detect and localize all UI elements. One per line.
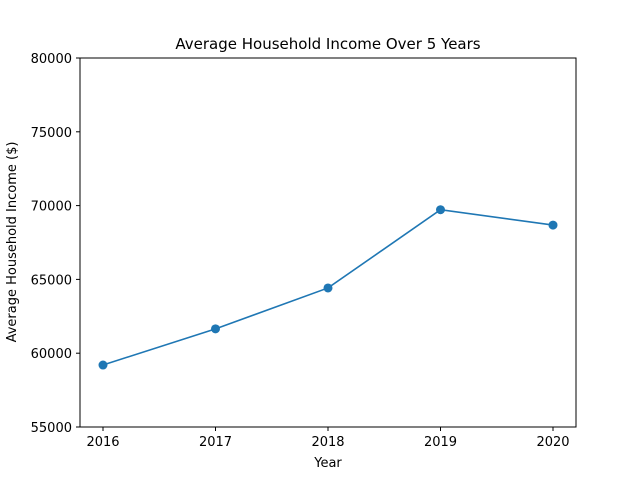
y-tick-label: 55000 bbox=[31, 421, 72, 436]
y-axis-label: Average Household Income ($) bbox=[5, 142, 20, 343]
y-tick-label: 75000 bbox=[31, 126, 72, 141]
data-point bbox=[548, 220, 558, 230]
x-tick-label: 2016 bbox=[86, 435, 119, 450]
y-tick-label: 65000 bbox=[31, 273, 72, 288]
y-tick-label: 70000 bbox=[31, 200, 72, 215]
data-point bbox=[211, 324, 220, 334]
chart-title: Average Household Income Over 5 Years bbox=[175, 35, 480, 53]
plot-area: 2016 2017 2018 2019 2020 55000 60000 65000 70000… bbox=[31, 52, 577, 450]
x-tick-label: 2019 bbox=[424, 435, 457, 450]
data-point bbox=[98, 360, 108, 370]
y-tick-label: 60000 bbox=[31, 347, 72, 362]
x-tick-label: 2020 bbox=[536, 435, 569, 450]
x-tick-label: 2018 bbox=[311, 435, 344, 450]
y-tick-label: 80000 bbox=[31, 52, 72, 67]
x-tick-label: 2017 bbox=[199, 435, 232, 450]
data-point bbox=[436, 205, 445, 215]
x-axis-label: Year bbox=[313, 456, 342, 471]
data-point bbox=[323, 283, 333, 293]
